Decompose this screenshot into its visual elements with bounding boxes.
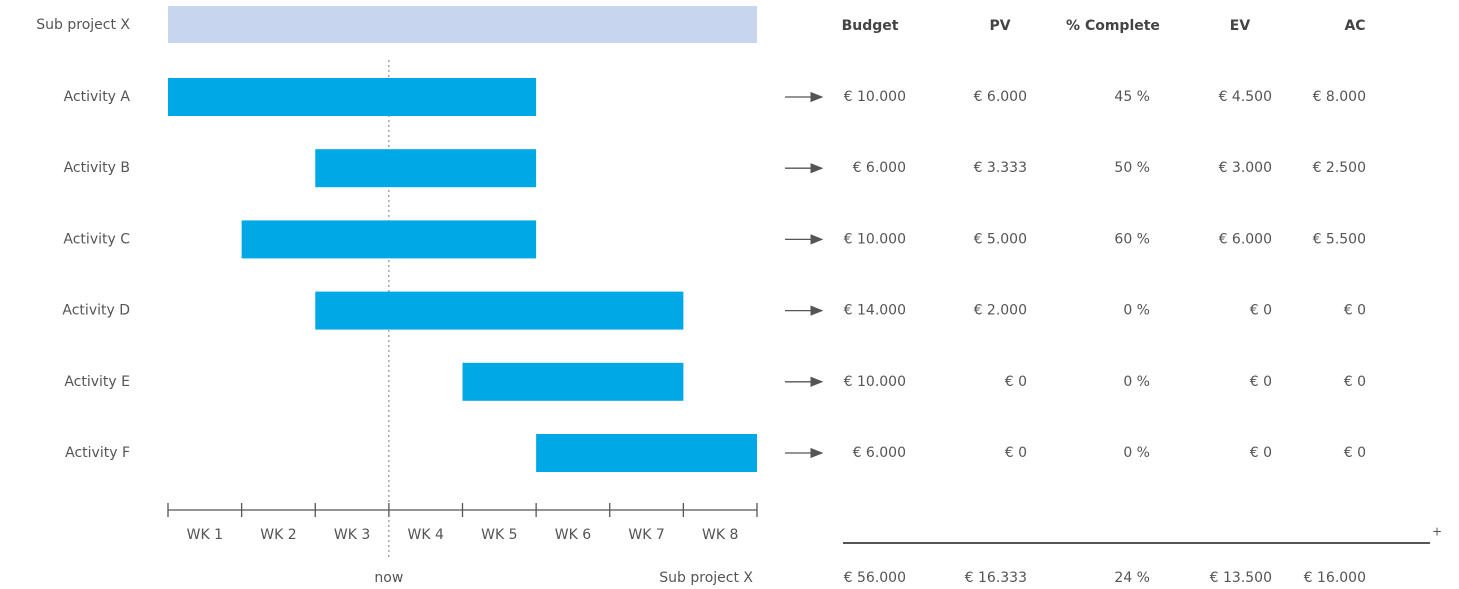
table-cell: € 10.000 xyxy=(844,231,906,247)
now-label: now xyxy=(374,570,403,586)
task-label: Activity C xyxy=(63,231,130,247)
task-bar xyxy=(315,291,684,330)
task-bar xyxy=(241,220,537,259)
total-cell: € 56.000 xyxy=(844,570,906,586)
week-label: WK 5 xyxy=(481,527,517,543)
total-cell: € 16.333 xyxy=(965,570,1027,586)
week-label: WK 8 xyxy=(702,527,738,543)
table-cell: 45 % xyxy=(1114,89,1150,105)
column-header: % Complete xyxy=(1066,18,1160,34)
task-label: Activity D xyxy=(62,303,130,319)
table-cell: € 6.000 xyxy=(974,89,1027,105)
axis-label: Sub project X xyxy=(659,570,753,586)
table-cell: € 6.000 xyxy=(1219,231,1272,247)
column-header: EV xyxy=(1230,18,1251,34)
week-label: WK 6 xyxy=(555,527,591,543)
week-label: WK 7 xyxy=(628,527,664,543)
table-cell: € 14.000 xyxy=(844,303,906,319)
column-header: PV xyxy=(989,18,1010,34)
week-label: WK 3 xyxy=(334,527,370,543)
table-cell: € 0 xyxy=(1344,445,1366,461)
table-cell: 0 % xyxy=(1123,303,1150,319)
plus-sign: + xyxy=(1432,525,1442,539)
task-bar xyxy=(536,434,757,472)
table-cell: € 0 xyxy=(1005,374,1027,390)
table-cell: € 3.333 xyxy=(974,160,1027,176)
table-cell: € 0 xyxy=(1250,303,1272,319)
summary-bar xyxy=(168,6,757,43)
task-label: Activity B xyxy=(64,160,130,176)
task-bar xyxy=(462,362,684,401)
table-cell: € 5.500 xyxy=(1313,231,1366,247)
total-cell: € 16.000 xyxy=(1304,570,1366,586)
table-cell: € 4.500 xyxy=(1219,89,1272,105)
task-label: Activity E xyxy=(64,374,130,390)
task-label: Activity A xyxy=(64,89,131,105)
table-cell: € 0 xyxy=(1344,303,1366,319)
task-label: Activity F xyxy=(65,445,130,461)
table-cell: € 6.000 xyxy=(853,445,906,461)
table-cell: € 10.000 xyxy=(844,374,906,390)
week-label: WK 4 xyxy=(407,527,443,543)
total-cell: € 13.500 xyxy=(1210,570,1272,586)
table-cell: € 3.000 xyxy=(1219,160,1272,176)
table-cell: 50 % xyxy=(1114,160,1150,176)
table-cell: € 0 xyxy=(1344,374,1366,390)
table-cell: 60 % xyxy=(1114,231,1150,247)
table-cell: € 10.000 xyxy=(844,89,906,105)
summary-label: Sub project X xyxy=(36,17,130,33)
table-cell: 0 % xyxy=(1123,374,1150,390)
task-bar xyxy=(315,149,537,188)
column-header: AC xyxy=(1344,18,1365,34)
table-cell: € 0 xyxy=(1005,445,1027,461)
table-cell: € 5.000 xyxy=(974,231,1027,247)
table-cell: € 6.000 xyxy=(853,160,906,176)
table-cell: € 8.000 xyxy=(1313,89,1366,105)
table-cell: 0 % xyxy=(1123,445,1150,461)
table-cell: € 0 xyxy=(1250,374,1272,390)
table-cell: € 2.500 xyxy=(1313,160,1366,176)
total-cell: 24 % xyxy=(1114,570,1150,586)
task-bar xyxy=(168,78,537,116)
table-cell: € 2.000 xyxy=(974,303,1027,319)
column-header: Budget xyxy=(842,18,899,34)
week-label: WK 1 xyxy=(187,527,223,543)
week-label: WK 2 xyxy=(260,527,296,543)
table-cell: € 0 xyxy=(1250,445,1272,461)
